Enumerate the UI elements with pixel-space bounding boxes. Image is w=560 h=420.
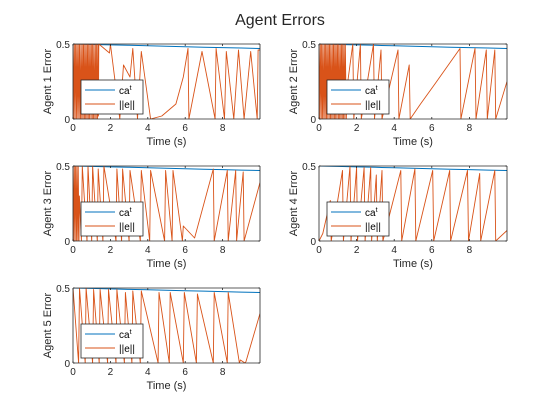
agent-4-x-axis-label: Time (s): [393, 258, 433, 270]
agent-2-y-tick-label: 0.5: [302, 40, 316, 51]
agent-2-x-tick-label: 8: [467, 123, 473, 134]
agent-5-series-threshold-line: [73, 288, 260, 293]
agent-1-series-threshold-line: [73, 44, 260, 49]
agent-5-legend: cat ||e||: [80, 323, 144, 359]
agent-1-legend: cat ||e||: [80, 79, 144, 115]
agent-5-x-tick-label: 8: [220, 367, 226, 378]
agent-5-y-tick-label: 0.5: [56, 284, 70, 295]
agent-5-legend-label: cat: [119, 329, 132, 341]
agent-2-y-axis-label: Agent 2 Error: [288, 48, 300, 114]
agent-4-panel: 0 2 4 6 8 0 0.5 Time (s) Agent 4 Error cat ||e||: [288, 162, 508, 270]
agent-5-y-tick-label: 0: [64, 359, 70, 370]
agent-1-panel: 0 2 4 6 8 0 0.5 Time (s) Agent 1 Error cat ||e||: [42, 40, 261, 148]
agent-2-legend-box: [326, 79, 390, 115]
agent-2-x-tick-label: 0: [316, 123, 322, 134]
agent-4-legend-superscript: t: [376, 207, 378, 214]
agent-5-x-tick-label: 4: [145, 367, 151, 378]
agent-5-legend-superscript: t: [130, 329, 132, 336]
agent-2-legend-label: cat: [365, 85, 378, 97]
agent-2-series-threshold-line: [319, 44, 507, 49]
agent-3-data: [73, 166, 260, 241]
agent-2-legend: cat ||e||: [326, 79, 390, 115]
agent-1-y-tick-label: 0.5: [56, 40, 70, 51]
agent-3-panel: 0 2 4 6 8 0 0.5 Time (s) Agent 3 Error cat ||e||: [42, 162, 261, 270]
agent-5-x-tick-label: 0: [70, 367, 76, 378]
agent-3-x-tick-label: 6: [182, 245, 188, 256]
agent-2-x-axis-label: Time (s): [393, 136, 433, 148]
agent-5-x-tick-label: 2: [108, 367, 114, 378]
agent-4-x-tick-label: 4: [391, 245, 397, 256]
agent-2-x-tick-label: 4: [391, 123, 397, 134]
figure-title: Agent Errors: [235, 12, 325, 29]
agent-3-y-axis-label: Agent 3 Error: [42, 170, 54, 236]
agent-3-x-tick-label: 4: [145, 245, 151, 256]
agent-3-legend: cat ||e||: [80, 201, 144, 237]
agent-1-data: [73, 44, 260, 119]
agent-3-legend-label: cat: [119, 207, 132, 219]
agent-1-series-error-line: [73, 44, 260, 119]
agent-1-legend-box: [80, 79, 144, 115]
agent-1-y-axis-label: Agent 1 Error: [42, 48, 54, 114]
agent-3-x-tick-label: 2: [108, 245, 114, 256]
agent-4-y-axis-label: Agent 4 Error: [288, 170, 300, 236]
agent-1-y-tick-label: 0: [64, 115, 70, 126]
agent-1-x-tick-label: 6: [182, 123, 188, 134]
agent-4-y-tick-label: 0.5: [302, 162, 316, 173]
agent-4-x-tick-label: 2: [354, 245, 360, 256]
agent-1-x-tick-label: 0: [70, 123, 76, 134]
agent-1-legend-label: cat: [119, 85, 132, 97]
agent-1-legend-label: ||e||: [119, 100, 135, 111]
agent-2-legend-label: ||e||: [365, 100, 381, 111]
agent-5-panel: 0 2 4 6 8 0 0.5 Time (s) Agent 5 Error cat ||e||: [42, 284, 261, 392]
agent-2-panel: 0 2 4 6 8 0 0.5 Time (s) Agent 2 Error cat ||e||: [288, 40, 508, 148]
agent-5-x-tick-label: 6: [182, 367, 188, 378]
agent-3-x-axis-label: Time (s): [147, 258, 187, 270]
agent-5-x-axis-label: Time (s): [147, 380, 187, 392]
agent-4-x-tick-label: 0: [316, 245, 322, 256]
agent-1-x-axis-label: Time (s): [147, 136, 187, 148]
agent-5-legend-label: ||e||: [119, 344, 135, 355]
agent-3-x-tick-label: 8: [220, 245, 226, 256]
agent-3-legend-box: [80, 201, 144, 237]
agent-2-x-tick-label: 6: [429, 123, 435, 134]
agent-4-x-tick-label: 6: [429, 245, 435, 256]
agent-5-y-axis-label: Agent 5 Error: [42, 292, 54, 358]
agent-4-legend: cat ||e||: [326, 201, 390, 237]
agent-3-legend-label: ||e||: [119, 222, 135, 233]
axes-layer: 0 2 4 6 8 0 0.5 Time (s) Agent 1 Error cat ||e|| 0 2…: [42, 40, 508, 392]
agent-5-legend-box: [80, 323, 144, 359]
agent-3-x-tick-label: 0: [70, 245, 76, 256]
agent-4-x-tick-label: 8: [467, 245, 473, 256]
agent-1-x-tick-label: 2: [108, 123, 114, 134]
agent-2-y-tick-label: 0: [310, 115, 316, 126]
agent-1-x-tick-label: 4: [145, 123, 151, 134]
agent-4-y-tick-label: 0: [310, 237, 316, 248]
agent-1-x-tick-label: 8: [220, 123, 226, 134]
agent-4-legend-box: [326, 201, 390, 237]
agent-3-y-tick-label: 0: [64, 237, 70, 248]
agent-4-legend-label: cat: [365, 207, 378, 219]
agent-3-y-tick-label: 0.5: [56, 162, 70, 173]
agent-3-series-error-line: [73, 166, 260, 241]
agent-3-legend-superscript: t: [130, 207, 132, 214]
agent-2-x-tick-label: 2: [354, 123, 360, 134]
agent-1-legend-superscript: t: [130, 85, 132, 92]
agent-2-legend-superscript: t: [376, 85, 378, 92]
agent-4-legend-label: ||e||: [365, 222, 381, 233]
